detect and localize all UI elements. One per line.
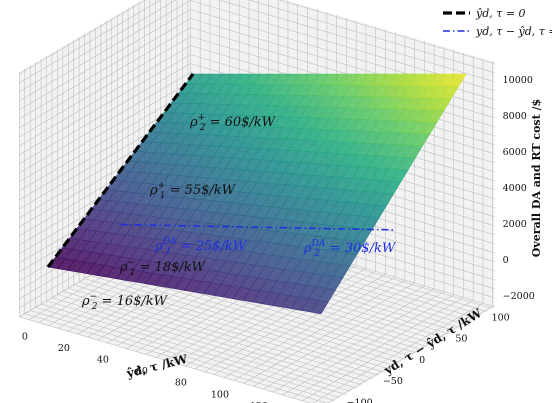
grid-line xyxy=(214,274,386,375)
legend: ŷd, τ = 0 yd, τ − ŷd, τ = 0 xyxy=(443,7,552,38)
grid-line xyxy=(89,275,395,366)
grid-line xyxy=(253,285,425,387)
legend-label: ŷd, τ = 0 xyxy=(475,7,526,20)
z-tick-label: 2000 xyxy=(503,219,527,230)
grid-line xyxy=(79,281,384,373)
x-tick-label: 60 xyxy=(136,366,148,377)
zero-deviation-line xyxy=(120,223,394,231)
x-tick-label: 20 xyxy=(58,343,70,354)
z-tick-label: 0 xyxy=(503,255,509,266)
x-tick-label: 80 xyxy=(175,378,187,389)
grid-line xyxy=(326,305,493,403)
z-tick-label: 6000 xyxy=(503,147,527,158)
reference-lines xyxy=(46,73,394,268)
grid-line xyxy=(223,277,396,378)
grid-line xyxy=(41,303,346,395)
grid-line xyxy=(19,316,311,403)
grid-line xyxy=(19,9,191,111)
price-annotation: ρ+ 2 = 60$/kW xyxy=(189,113,277,133)
grid-line xyxy=(292,297,464,399)
grid-line xyxy=(19,27,191,129)
grid-line xyxy=(233,279,406,381)
grid-line xyxy=(262,288,435,390)
grid-line xyxy=(19,63,191,165)
surface-patch xyxy=(448,73,467,87)
grid-line xyxy=(19,72,191,174)
grid-line xyxy=(62,291,368,382)
grid-line xyxy=(19,36,191,138)
grid-line xyxy=(217,0,495,83)
grid-line xyxy=(19,18,191,120)
y-tick-label: −100 xyxy=(347,397,373,403)
grid-line xyxy=(51,297,357,389)
x-tick-label: 40 xyxy=(97,355,109,366)
y-tick-label: 0 xyxy=(419,355,425,366)
x-tick-label: 120 xyxy=(250,401,268,403)
grid-line xyxy=(57,294,362,386)
grid-line xyxy=(30,310,335,401)
grid-line xyxy=(278,0,495,65)
price-annotation: ρDA 2 = 30$/kW xyxy=(303,239,397,259)
grid-line xyxy=(73,284,379,376)
price-annotation: ρ− 2 = 16$/kW xyxy=(81,292,169,312)
grid-line xyxy=(19,54,191,156)
cost-surface xyxy=(47,73,467,315)
grid-line xyxy=(19,0,162,84)
grid-line xyxy=(46,300,351,392)
z-tick-label: 10000 xyxy=(503,75,533,86)
z-tick-label: 4000 xyxy=(503,183,527,194)
y-tick-label: −50 xyxy=(383,376,403,387)
z-axis-label: Overall DA and RT cost /$ xyxy=(530,99,543,257)
price-annotations: ρ+ 2 = 60$/kW ρ+ 1 = 55$/kW ρDA 1 = 25$/kW ρDA… xyxy=(81,113,397,312)
price-annotation: ρ+ 1 = 55$/kW xyxy=(149,181,237,201)
x-tick-label: 0 xyxy=(22,331,28,342)
grid-line xyxy=(68,287,373,379)
grid-line xyxy=(24,313,328,403)
grid-line xyxy=(84,278,389,370)
grid-line xyxy=(204,271,376,373)
grid-line xyxy=(95,271,400,363)
grid-line xyxy=(301,300,474,401)
grid-line xyxy=(272,291,445,393)
z-tick-label: −2000 xyxy=(503,291,535,302)
price-annotation: ρ− 1 = 18$/kW xyxy=(119,258,207,278)
grid-line xyxy=(19,45,191,147)
grid-line xyxy=(19,0,191,102)
grid-line xyxy=(19,81,191,183)
grid-line xyxy=(19,0,177,93)
tick-labels: 020406080100120140−100−50050100−20000200… xyxy=(22,75,535,403)
grid-line xyxy=(282,294,454,396)
legend-label: yd, τ − ŷd, τ = 0 xyxy=(475,25,552,38)
grid-line xyxy=(19,0,146,75)
grid-line xyxy=(35,306,340,398)
x-tick-label: 100 xyxy=(211,389,229,400)
y-tick-label: 100 xyxy=(492,312,510,323)
grid-line xyxy=(19,90,191,192)
z-tick-label: 8000 xyxy=(503,111,527,122)
price-annotation: ρDA 1 = 25$/kW xyxy=(154,237,248,257)
grid-line xyxy=(312,303,484,403)
y-tick-label: 50 xyxy=(455,334,467,345)
grid-line xyxy=(248,0,495,74)
zero-forecast-line xyxy=(46,73,195,268)
grid-line xyxy=(243,282,415,384)
